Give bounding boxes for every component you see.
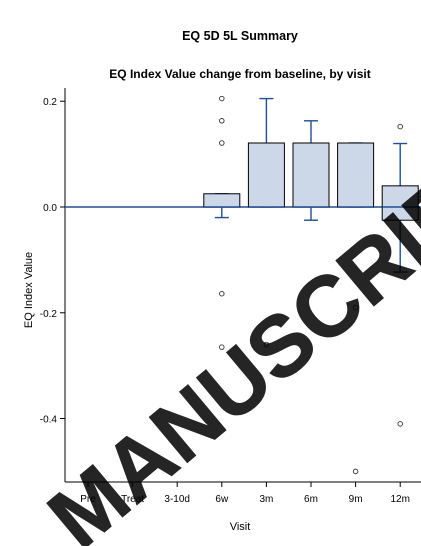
outlier-point <box>219 290 225 297</box>
outlier-point <box>219 140 225 146</box>
box <box>292 142 330 208</box>
chart-subtitle: EQ Index Value change from baseline, by … <box>109 67 370 81</box>
x-tick-label: Pre <box>80 494 96 505</box>
x-tick-label: Treat <box>121 494 144 505</box>
y-axis-label: EQ Index Value <box>23 252 35 328</box>
x-axis-label: Visit <box>230 521 251 533</box>
x-tick-label: 12m <box>390 494 409 505</box>
outlier-point <box>397 421 403 427</box>
x-tick-label: 9m <box>349 494 363 505</box>
x-tick-label: 6m <box>304 494 318 505</box>
box <box>203 193 241 208</box>
box <box>247 142 285 208</box>
y-tick-label: -0.2 <box>40 309 58 320</box>
outlier-point <box>219 95 225 102</box>
outlier-point <box>219 344 225 350</box>
box <box>337 142 375 208</box>
x-tick-label: 3-10d <box>164 494 190 505</box>
x-tick-label: 6w <box>215 494 229 505</box>
box <box>381 185 419 221</box>
outlier-point <box>352 304 359 311</box>
outlier-point <box>219 118 225 124</box>
plot-area: -0.4 -0.2 0.0 0.2 Pre Treat 3-10d 6w 3m 6m 9m 12m <box>40 88 421 505</box>
y-tick-label: 0.2 <box>43 97 57 108</box>
x-tick-label: 3m <box>259 494 273 505</box>
outlier-point <box>397 123 403 130</box>
outlier-point <box>352 468 359 475</box>
y-tick-label: 0.0 <box>43 203 57 214</box>
outlier-point <box>263 341 270 348</box>
chart-title: EQ 5D 5L Summary <box>182 29 298 43</box>
y-tick-label: -0.4 <box>40 415 58 426</box>
